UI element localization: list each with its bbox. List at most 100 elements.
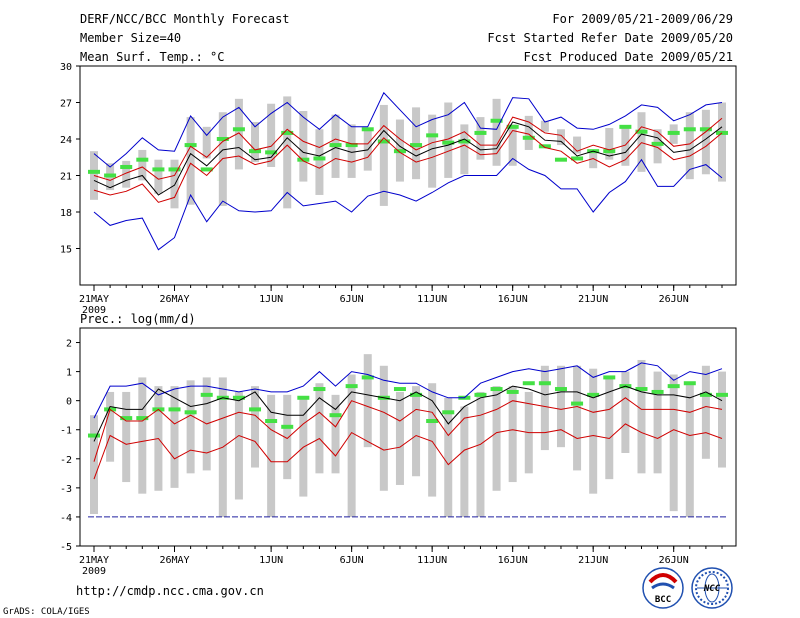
y-tick-label: -2 bbox=[60, 455, 72, 466]
median-marker bbox=[232, 395, 245, 400]
spread-box bbox=[138, 149, 147, 181]
x-tick-label: 21MAY bbox=[79, 294, 109, 305]
median-marker bbox=[168, 167, 181, 172]
median-marker bbox=[88, 433, 100, 438]
lower-band-line bbox=[93, 129, 723, 203]
spread-box bbox=[476, 117, 485, 160]
median-marker bbox=[442, 140, 455, 145]
median-marker bbox=[200, 167, 213, 172]
median-marker bbox=[635, 387, 648, 392]
spread-box bbox=[186, 380, 195, 474]
median-marker bbox=[474, 392, 487, 397]
median-marker bbox=[281, 424, 294, 429]
ncc-logo: NCC bbox=[691, 567, 733, 609]
spread-box bbox=[605, 128, 614, 160]
x-tick-label: 11JUN bbox=[417, 294, 447, 305]
median-marker bbox=[249, 407, 262, 412]
spread-box bbox=[106, 391, 115, 462]
median-marker bbox=[345, 384, 358, 389]
spread-box bbox=[202, 126, 211, 159]
spread-box bbox=[90, 415, 98, 515]
spread-box bbox=[170, 159, 179, 209]
spread-box bbox=[267, 103, 276, 167]
spread-box bbox=[524, 115, 533, 150]
x-tick-label: 6JUN bbox=[340, 294, 364, 305]
spread-box bbox=[267, 394, 276, 517]
x-tick-label: 1JUN bbox=[259, 555, 283, 566]
spread-box bbox=[170, 386, 179, 488]
ensemble-mean-line bbox=[93, 385, 723, 442]
spread-box bbox=[653, 129, 662, 164]
spread-box bbox=[428, 383, 437, 497]
x-tick-label: 11JUN bbox=[417, 555, 447, 566]
median-marker bbox=[120, 164, 133, 169]
median-marker bbox=[667, 384, 680, 389]
y-tick-label: 2 bbox=[66, 339, 72, 350]
y-tick-label: -1 bbox=[60, 426, 72, 437]
spread-box bbox=[556, 129, 565, 146]
spread-box bbox=[540, 120, 549, 132]
spread-box bbox=[347, 124, 356, 178]
median-marker bbox=[619, 124, 632, 129]
spread-box bbox=[154, 159, 163, 194]
spread-box bbox=[492, 98, 501, 166]
x-tick-label: 26JUN bbox=[659, 555, 689, 566]
median-marker bbox=[667, 130, 680, 135]
spread-box bbox=[460, 124, 469, 175]
median-marker bbox=[313, 387, 326, 392]
x-tick-label: 26MAY bbox=[159, 555, 189, 566]
spread-box bbox=[122, 160, 131, 188]
median-marker bbox=[265, 419, 278, 424]
median-marker bbox=[554, 157, 567, 162]
spread-box bbox=[283, 394, 292, 480]
spread-box bbox=[363, 354, 372, 448]
median-marker bbox=[281, 130, 294, 135]
fcst-produced-date: Fcst Produced Date 2009/05/21 bbox=[523, 50, 733, 64]
ensemble-mean-line bbox=[93, 121, 723, 196]
spread-box bbox=[653, 371, 662, 474]
spread-box bbox=[685, 383, 694, 517]
source-url[interactable]: http://cmdp.ncc.cma.gov.cn bbox=[76, 584, 264, 598]
spread-box bbox=[122, 391, 131, 483]
spread-box bbox=[718, 371, 726, 468]
y-tick-label: -5 bbox=[60, 542, 72, 553]
median-marker bbox=[699, 127, 712, 132]
precipitation-panel: -5 -4 -3 -2 -1 0 1 2 21MAY 26MAY 1JUN 6JUN 11JUN 16JU… bbox=[60, 327, 737, 577]
y-tick-label: -3 bbox=[60, 484, 72, 495]
median-marker bbox=[683, 127, 696, 132]
median-marker bbox=[426, 419, 439, 424]
median-marker bbox=[635, 129, 648, 134]
median-marker bbox=[603, 149, 616, 154]
x-tick-label: 6JUN bbox=[340, 555, 364, 566]
median-marker bbox=[297, 395, 310, 400]
spread-box bbox=[508, 386, 517, 483]
median-marker bbox=[136, 416, 149, 421]
fcst-started-date: Fcst Started Refer Date 2009/05/20 bbox=[487, 31, 733, 45]
median-marker bbox=[538, 144, 551, 149]
spread-box bbox=[556, 365, 565, 448]
spread-box bbox=[573, 365, 582, 471]
spread-box bbox=[379, 104, 388, 206]
median-marker bbox=[554, 387, 567, 392]
median-marker bbox=[136, 157, 149, 162]
median-marker bbox=[200, 392, 213, 397]
spread-box bbox=[669, 374, 678, 512]
spread-box bbox=[234, 98, 243, 170]
spread-box bbox=[718, 102, 726, 182]
spread-box bbox=[637, 359, 646, 474]
spread-box bbox=[492, 386, 501, 491]
median-marker bbox=[587, 392, 600, 397]
y-tick-label: 18 bbox=[60, 208, 72, 219]
x-tick-label: 21MAY bbox=[79, 555, 109, 566]
y-tick-label: 30 bbox=[60, 62, 72, 73]
spread-box bbox=[444, 102, 453, 178]
median-marker bbox=[651, 141, 664, 146]
median-marker bbox=[683, 381, 696, 386]
spread-box bbox=[444, 397, 453, 517]
spread-box bbox=[315, 383, 324, 474]
upper-band-line bbox=[93, 116, 723, 181]
median-marker bbox=[297, 157, 310, 162]
spread-box bbox=[540, 365, 549, 451]
spread-box bbox=[234, 391, 243, 500]
